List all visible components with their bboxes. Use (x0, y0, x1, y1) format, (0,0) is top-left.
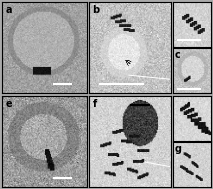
Text: f: f (93, 99, 97, 109)
Text: c: c (174, 50, 180, 60)
Text: a: a (6, 5, 12, 15)
Text: e: e (6, 99, 12, 109)
Text: g: g (174, 144, 181, 154)
Text: b: b (93, 5, 100, 15)
